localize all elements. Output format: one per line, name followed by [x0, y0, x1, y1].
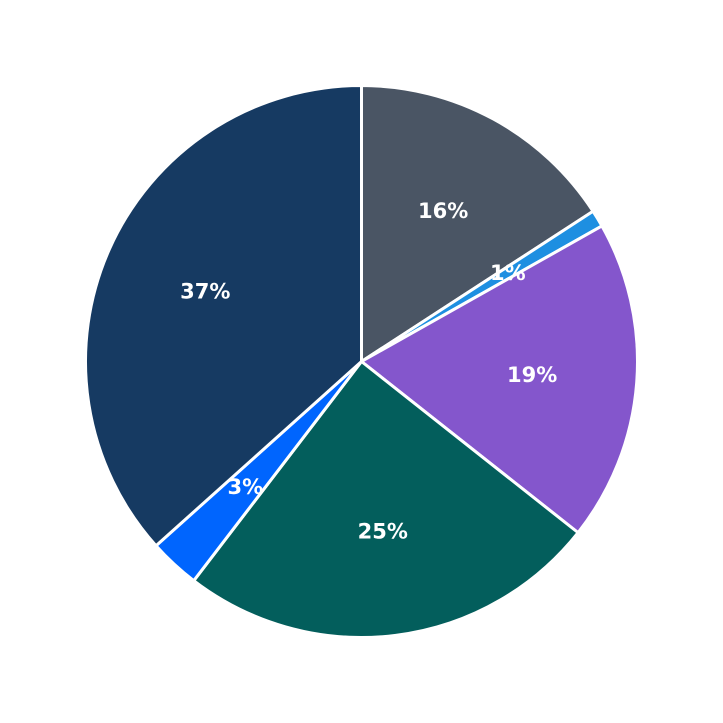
pie-slice-label-1: 1%: [490, 261, 526, 285]
pie-slice-label-2: 19%: [507, 363, 557, 387]
pie-slice-label-0: 16%: [418, 199, 468, 223]
pie-slice-label-4: 3%: [227, 475, 263, 499]
pie-slices: [84, 84, 639, 639]
pie-slice-label-3: 25%: [358, 519, 408, 543]
pie-slice-label-5: 37%: [180, 280, 230, 304]
pie-slice-3: [192, 360, 580, 639]
pie-slice-0: [360, 84, 595, 363]
pie-slice-2: [360, 224, 639, 535]
pie-slice-5: [84, 84, 363, 548]
pie-labels: 16% 1% 19% 25% 3% 37%: [180, 199, 557, 543]
